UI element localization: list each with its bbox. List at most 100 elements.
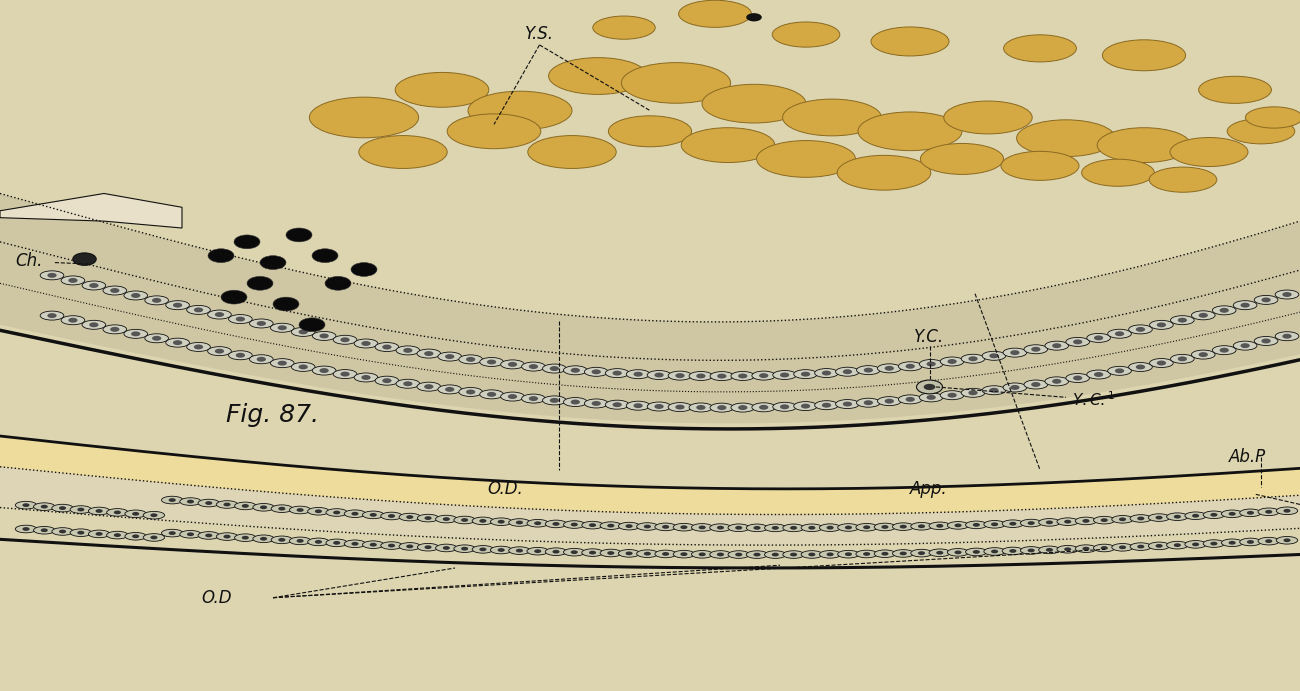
Ellipse shape xyxy=(194,344,203,350)
Ellipse shape xyxy=(718,405,727,410)
Ellipse shape xyxy=(480,519,486,523)
Ellipse shape xyxy=(1227,119,1295,144)
Ellipse shape xyxy=(780,372,789,377)
Ellipse shape xyxy=(152,336,161,341)
Ellipse shape xyxy=(488,359,497,364)
Ellipse shape xyxy=(940,357,963,366)
Ellipse shape xyxy=(472,517,494,524)
Ellipse shape xyxy=(1095,335,1104,341)
Ellipse shape xyxy=(884,366,894,371)
Ellipse shape xyxy=(1024,380,1048,389)
Ellipse shape xyxy=(1148,542,1170,549)
Ellipse shape xyxy=(341,337,350,342)
Ellipse shape xyxy=(529,396,538,401)
Ellipse shape xyxy=(1024,345,1048,354)
Ellipse shape xyxy=(424,351,433,356)
Ellipse shape xyxy=(989,353,998,358)
Ellipse shape xyxy=(855,524,878,531)
Ellipse shape xyxy=(1108,366,1131,375)
Ellipse shape xyxy=(783,524,805,531)
Ellipse shape xyxy=(351,512,359,515)
Ellipse shape xyxy=(333,370,358,379)
Ellipse shape xyxy=(927,395,936,400)
Ellipse shape xyxy=(936,524,944,528)
Ellipse shape xyxy=(361,341,370,346)
Ellipse shape xyxy=(468,91,572,130)
Ellipse shape xyxy=(417,543,439,551)
Ellipse shape xyxy=(571,522,577,527)
Ellipse shape xyxy=(1083,519,1089,523)
Ellipse shape xyxy=(1083,547,1089,551)
Ellipse shape xyxy=(731,403,754,412)
Ellipse shape xyxy=(125,533,147,540)
Ellipse shape xyxy=(242,536,248,540)
Ellipse shape xyxy=(308,507,329,515)
Ellipse shape xyxy=(1065,520,1071,524)
Ellipse shape xyxy=(585,368,608,377)
Ellipse shape xyxy=(668,371,692,380)
Ellipse shape xyxy=(710,403,733,412)
Ellipse shape xyxy=(972,523,980,527)
Ellipse shape xyxy=(216,501,238,509)
Ellipse shape xyxy=(1102,40,1186,70)
Ellipse shape xyxy=(871,27,949,56)
Ellipse shape xyxy=(680,525,688,529)
Ellipse shape xyxy=(1027,521,1035,525)
Ellipse shape xyxy=(187,532,194,536)
Ellipse shape xyxy=(169,531,176,535)
Ellipse shape xyxy=(16,525,36,533)
Ellipse shape xyxy=(333,511,341,514)
Ellipse shape xyxy=(187,500,194,504)
Ellipse shape xyxy=(376,343,399,352)
Ellipse shape xyxy=(381,542,402,549)
Ellipse shape xyxy=(369,543,377,547)
Ellipse shape xyxy=(1093,545,1115,552)
Ellipse shape xyxy=(989,388,998,392)
Ellipse shape xyxy=(47,273,57,278)
Ellipse shape xyxy=(710,524,731,531)
Ellipse shape xyxy=(508,362,517,367)
Ellipse shape xyxy=(161,496,183,504)
Ellipse shape xyxy=(445,354,455,359)
Ellipse shape xyxy=(1115,368,1124,373)
Ellipse shape xyxy=(95,509,103,513)
Ellipse shape xyxy=(836,367,859,376)
Ellipse shape xyxy=(911,549,932,557)
Ellipse shape xyxy=(77,531,85,535)
Ellipse shape xyxy=(809,526,815,530)
Ellipse shape xyxy=(1045,548,1053,551)
Ellipse shape xyxy=(881,525,888,529)
Text: Fig. 87.: Fig. 87. xyxy=(226,403,320,426)
Ellipse shape xyxy=(234,235,260,249)
Ellipse shape xyxy=(718,374,727,379)
Ellipse shape xyxy=(1199,352,1208,357)
Ellipse shape xyxy=(692,551,712,558)
Ellipse shape xyxy=(736,526,742,530)
Ellipse shape xyxy=(837,155,931,190)
Ellipse shape xyxy=(673,550,694,558)
Ellipse shape xyxy=(857,366,880,375)
Ellipse shape xyxy=(359,135,447,169)
Ellipse shape xyxy=(549,57,647,95)
Ellipse shape xyxy=(968,390,978,395)
Ellipse shape xyxy=(363,511,384,519)
Ellipse shape xyxy=(1128,325,1152,334)
Ellipse shape xyxy=(312,366,335,375)
Ellipse shape xyxy=(166,338,190,347)
Ellipse shape xyxy=(290,537,311,545)
Ellipse shape xyxy=(1157,361,1166,366)
Text: Y.C.: Y.C. xyxy=(914,328,945,346)
Ellipse shape xyxy=(270,323,294,332)
Ellipse shape xyxy=(77,508,85,511)
Ellipse shape xyxy=(22,503,30,507)
Ellipse shape xyxy=(746,551,768,558)
Ellipse shape xyxy=(399,542,420,550)
Ellipse shape xyxy=(107,509,129,516)
Ellipse shape xyxy=(173,303,182,307)
Ellipse shape xyxy=(906,397,915,402)
Ellipse shape xyxy=(582,549,603,556)
Ellipse shape xyxy=(235,353,244,358)
Ellipse shape xyxy=(151,513,157,517)
Ellipse shape xyxy=(898,395,922,404)
Ellipse shape xyxy=(662,525,670,529)
